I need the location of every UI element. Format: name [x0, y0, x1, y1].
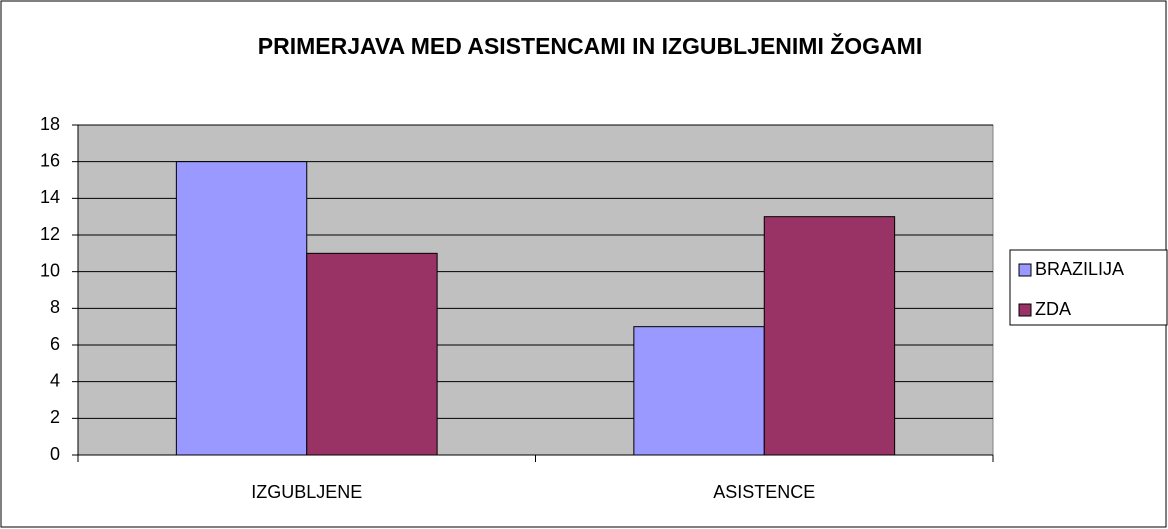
legend-label: ZDA	[1035, 299, 1071, 319]
legend-swatch	[1018, 263, 1032, 277]
legend-swatch	[1018, 303, 1032, 317]
bar	[175, 161, 308, 456]
y-tick-label: 4	[50, 370, 60, 390]
bar	[763, 216, 896, 456]
y-tick-label: 2	[50, 407, 60, 427]
y-tick-label: 6	[50, 334, 60, 354]
chart-title: PRIMERJAVA MED ASISTENCAMI IN IZGUBLJENI…	[258, 32, 922, 59]
y-tick-label: 14	[40, 187, 60, 207]
y-tick-label: 18	[40, 114, 60, 134]
x-tick-label: IZGUBLJENE	[251, 482, 362, 502]
bar	[633, 326, 765, 456]
y-tick-label: 12	[40, 224, 60, 244]
y-tick-label: 10	[40, 260, 60, 280]
legend-box	[1009, 249, 1168, 326]
y-tick-label: 0	[50, 444, 60, 464]
bar	[306, 252, 438, 456]
y-tick-label: 8	[50, 297, 60, 317]
legend-label: BRAZILIJA	[1035, 259, 1124, 279]
x-tick-label: ASISTENCE	[713, 482, 815, 502]
y-tick-label: 16	[40, 150, 60, 170]
